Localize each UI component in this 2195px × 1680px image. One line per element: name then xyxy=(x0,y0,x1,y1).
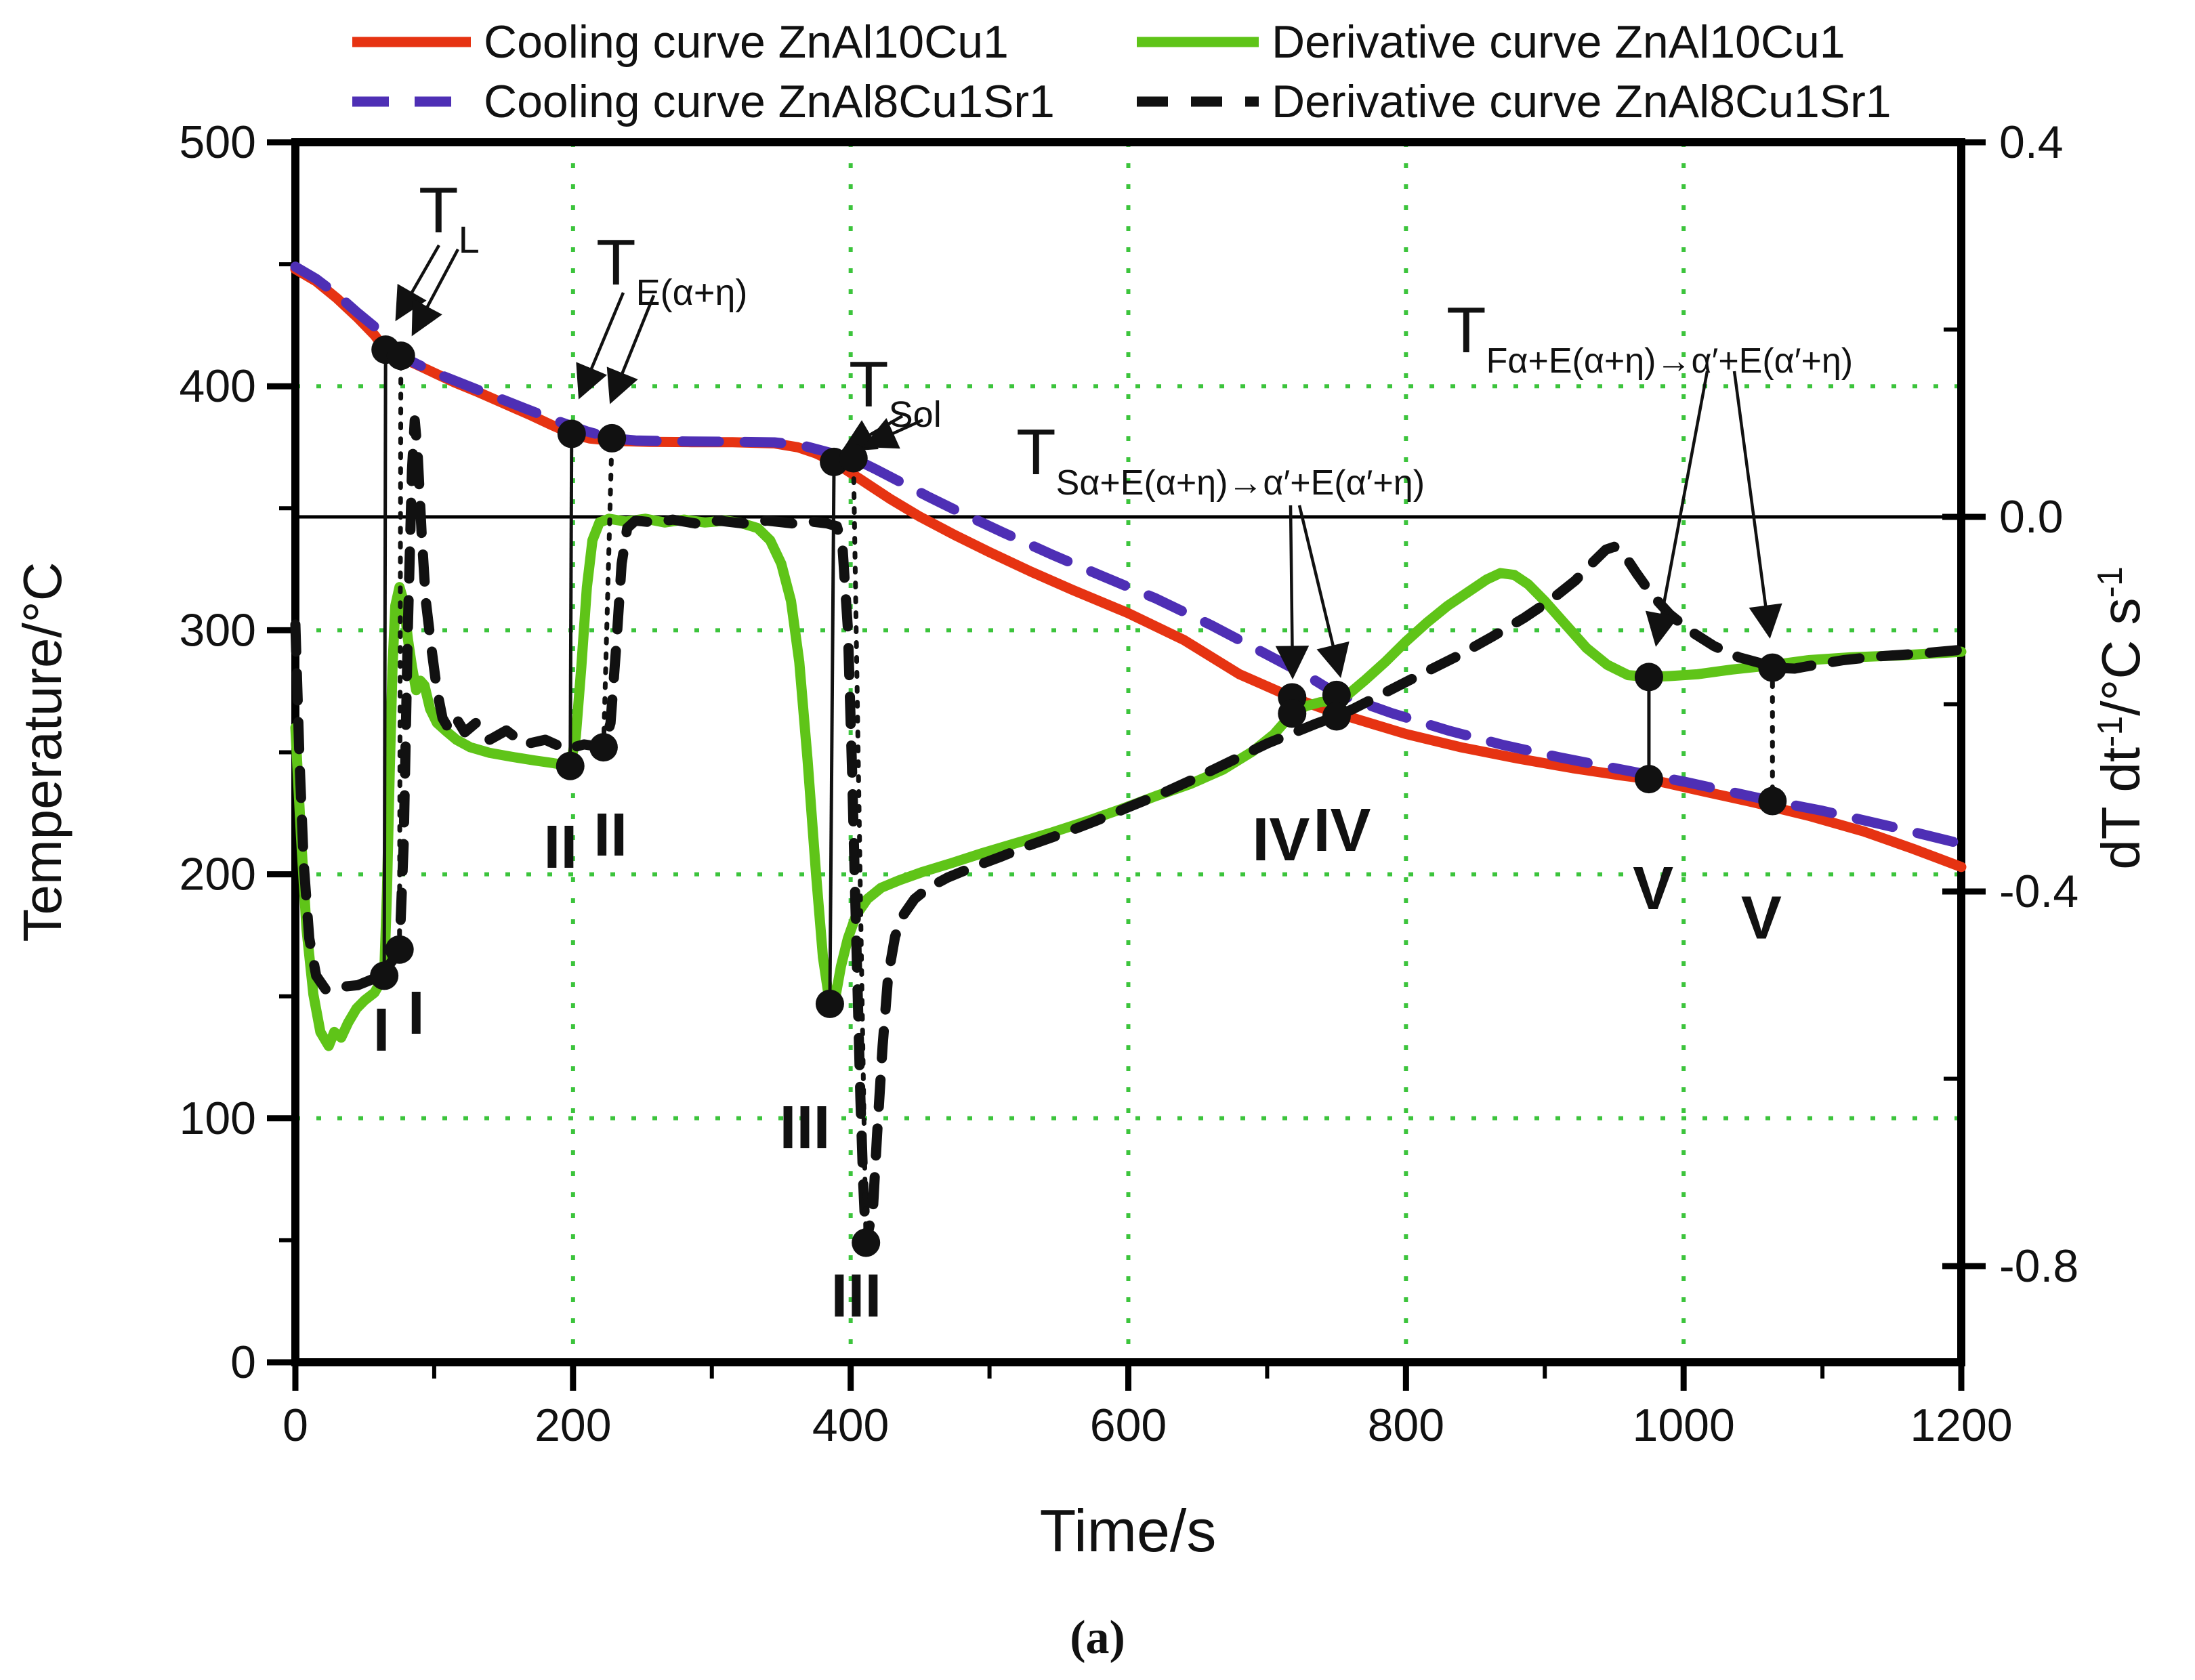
stage-label-II: II xyxy=(543,814,577,881)
stage-label-IV: IV xyxy=(1314,797,1371,864)
annotation-TL-main: T xyxy=(419,174,459,247)
x-tick-label: 600 xyxy=(1090,1400,1167,1451)
y-left-tick-label: 100 xyxy=(180,1093,256,1144)
y-left-tick-label: 500 xyxy=(180,117,256,168)
stage-label-I: I xyxy=(408,980,425,1047)
x-tick-label: 1000 xyxy=(1633,1400,1735,1451)
annotation-arrow xyxy=(411,248,459,337)
stage-label-II: II xyxy=(593,801,627,869)
y-axis-left-title: Temperature/°C xyxy=(12,562,72,942)
annotation-arrow xyxy=(576,292,625,400)
curve-der10 xyxy=(290,513,1967,1051)
event-dot-der8 xyxy=(589,733,618,762)
plot-area: 0 200 400 600 800 1000 1200 0 100 200 300 400 500 0.4… xyxy=(180,117,2079,1451)
right-title-part1: dT dt xyxy=(2091,747,2151,870)
annotation-TE: TE(α+η) xyxy=(596,226,747,313)
annotation-TF: TFα+E(α+η)→α′+E(α′+η) xyxy=(1446,294,1853,381)
annotation-arrow xyxy=(1732,371,1782,639)
annotation-arrow xyxy=(1275,505,1310,679)
annotation-TL-sub: L xyxy=(459,218,480,261)
y-right-tick-label: -0.8 xyxy=(1999,1240,2078,1292)
event-dot-der8 xyxy=(852,1228,881,1257)
annotation-arrow xyxy=(862,418,923,449)
x-tick-label: 1200 xyxy=(1910,1400,2012,1451)
y-left-tick-label: 300 xyxy=(180,604,256,656)
x-tick-label: 0 xyxy=(283,1400,308,1451)
right-title-sup1: -1 xyxy=(2091,716,2130,747)
event-dot-der10 xyxy=(815,989,844,1018)
event-dot-cool8 xyxy=(598,423,627,453)
legend: Cooling curve ZnAl10Cu1 Cooling curve Zn… xyxy=(352,16,1891,127)
annotation-TE-main: T xyxy=(596,226,636,299)
annotation-TS-main: T xyxy=(1016,416,1056,488)
guide-line-dotted xyxy=(851,455,869,1245)
event-dot-cool10 xyxy=(1634,765,1663,794)
annotation-TSol: TSol xyxy=(849,348,942,435)
annotation-arrow xyxy=(1645,371,1709,647)
curve-cool8 xyxy=(290,261,1967,849)
stage-label-V: V xyxy=(1741,884,1782,952)
stage-label-III: III xyxy=(780,1094,831,1162)
guide-line-dotted xyxy=(601,436,614,750)
annotation-TSol-sub: Sol xyxy=(889,394,942,435)
legend-label-derivative-znal10cu1: Derivative curve ZnAl10Cu1 xyxy=(1272,16,1845,68)
event-dot-cool8 xyxy=(839,444,868,473)
stage-label-III: III xyxy=(831,1263,881,1330)
y-left-tick-label: 0 xyxy=(230,1337,256,1388)
event-dot-cool8 xyxy=(1322,680,1351,709)
x-tick-label: 400 xyxy=(812,1400,889,1451)
guide-line-solid xyxy=(568,434,574,766)
annotation-TSol-main: T xyxy=(849,348,889,421)
curve-der8 xyxy=(290,415,1967,1248)
legend-label-cooling-znal8cu1sr1: Cooling curve ZnAl8Cu1Sr1 xyxy=(484,76,1055,127)
x-tick-label: 200 xyxy=(535,1400,611,1451)
stage-label-V: V xyxy=(1633,855,1673,923)
annotation-TL: TL xyxy=(419,174,480,261)
event-dot-der8 xyxy=(1758,653,1787,682)
event-dot-der8 xyxy=(385,935,414,964)
stage-label-I: I xyxy=(373,996,390,1064)
guide-line-solid xyxy=(382,350,388,976)
annotation-TS-sub: Sα+E(α+η)→α′+E(α′+η) xyxy=(1056,463,1425,503)
annotation-arrow xyxy=(606,295,656,404)
annotation-arrow xyxy=(395,244,440,322)
event-dot-der10 xyxy=(556,751,585,780)
y-left-tick-label: 200 xyxy=(180,849,256,900)
event-dot-der10 xyxy=(1278,699,1307,728)
x-tick-label: 800 xyxy=(1368,1400,1444,1451)
guide-line-solid xyxy=(828,461,836,1004)
event-dot-cool8 xyxy=(1758,786,1787,816)
event-dot-der10 xyxy=(370,961,399,990)
annotation-TF-sub: Fα+E(α+η)→α′+E(α′+η) xyxy=(1486,341,1853,381)
right-title-part2: /°C s xyxy=(2091,597,2151,715)
event-dot-cool10 xyxy=(557,419,586,448)
x-axis-title: Time/s xyxy=(1040,1497,1217,1564)
event-dot-der8 xyxy=(1322,702,1351,731)
y-left-tick-label: 400 xyxy=(180,360,256,412)
annotation-arrow xyxy=(1297,505,1350,678)
y-axis-right-title: dT dt-1/°C s-1 xyxy=(2091,566,2151,870)
guide-line-dotted xyxy=(397,353,404,952)
event-dot-der10 xyxy=(1634,663,1663,692)
stage-label-IV: IV xyxy=(1252,806,1310,874)
y-right-tick-label: 0.4 xyxy=(1999,117,2064,168)
event-dot-cool8 xyxy=(386,341,415,371)
annotation-TE-sub: E(α+η) xyxy=(636,272,748,313)
legend-label-derivative-znal8cu1sr1: Derivative curve ZnAl8Cu1Sr1 xyxy=(1272,76,1891,127)
annotation-TS: TSα+E(α+η)→α′+E(α′+η) xyxy=(1016,416,1425,503)
figure-caption: (a) xyxy=(1070,1612,1125,1664)
legend-label-cooling-znal10cu1: Cooling curve ZnAl10Cu1 xyxy=(484,16,1009,68)
right-title-sup2: -1 xyxy=(2091,566,2130,597)
annotation-TF-main: T xyxy=(1446,294,1486,366)
y-right-tick-label: -0.4 xyxy=(1999,866,2078,917)
y-right-tick-label: 0.0 xyxy=(1999,491,2064,543)
